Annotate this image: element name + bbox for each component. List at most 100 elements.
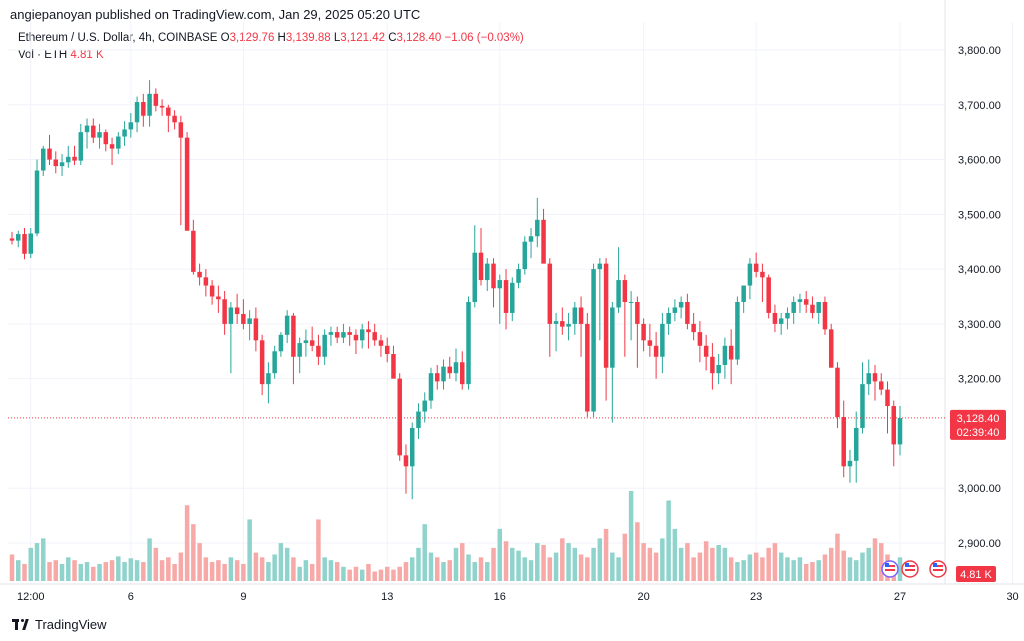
volume-bar <box>66 557 71 581</box>
candle-body <box>391 354 396 379</box>
candle-body <box>835 367 840 418</box>
candle-body <box>122 129 127 137</box>
candle-body <box>197 271 202 278</box>
candle-body <box>172 115 177 123</box>
candle-body <box>872 373 878 382</box>
us-flag-icon-stripe <box>933 565 943 567</box>
volume-bar <box>222 563 227 581</box>
candle-body <box>322 334 327 357</box>
volume-badge-text: 4.81 K <box>960 569 992 581</box>
volume-bar <box>735 562 740 581</box>
volume-bar <box>610 552 615 581</box>
volume-bar <box>653 552 659 581</box>
low-label: L <box>333 32 341 44</box>
volume-bar <box>259 557 265 581</box>
candle-body <box>103 132 109 145</box>
volume-bar <box>28 547 34 581</box>
y-tick-label: 2,900.00 <box>958 538 1001 550</box>
x-tick-label: 16 <box>494 591 506 603</box>
candle-body <box>278 334 284 352</box>
volume-bar <box>22 563 27 581</box>
candle-body <box>616 280 621 308</box>
candle-body <box>791 301 796 313</box>
candle-body <box>628 301 634 303</box>
candle-body <box>378 340 384 346</box>
volume-bar <box>409 557 415 581</box>
candle-body <box>641 323 646 341</box>
volume-bar <box>853 560 859 581</box>
candle-body <box>184 137 190 231</box>
candle-body <box>635 301 640 324</box>
volume-bar <box>391 569 396 581</box>
candle-body <box>841 417 846 467</box>
candle-body <box>860 384 865 428</box>
y-tick-label: 3,700.00 <box>958 100 1001 112</box>
volume-bar <box>547 557 553 581</box>
x-tick-label: 12:00 <box>17 591 45 603</box>
candle-body <box>284 315 290 335</box>
candle-body <box>59 162 65 167</box>
candle-body <box>234 307 240 315</box>
volume-bar <box>34 543 40 581</box>
candle-body <box>666 312 671 324</box>
volume-bar <box>485 562 490 581</box>
volume-bar <box>159 560 165 581</box>
candle-body <box>710 356 715 374</box>
candle-body <box>847 460 853 467</box>
candle-body <box>78 132 84 161</box>
candle-body <box>697 332 703 346</box>
candle-body <box>660 323 665 357</box>
candle-body <box>647 340 653 346</box>
candle-body <box>97 132 102 138</box>
volume-bar <box>572 547 578 581</box>
candle-body <box>91 125 96 138</box>
current-price-badge <box>950 409 1006 440</box>
volume-bar <box>416 547 421 581</box>
volume-bar <box>59 563 65 581</box>
volume-bar <box>422 524 427 581</box>
candle-body <box>810 304 815 313</box>
volume-bar <box>703 541 709 581</box>
volume-bar <box>266 562 271 581</box>
volume-bar <box>535 543 540 581</box>
us-flag-icon-canton <box>905 563 909 567</box>
volume-bar <box>597 538 603 581</box>
y-tick-label: 3,400.00 <box>958 264 1001 276</box>
y-tick-label: 3,200.00 <box>958 374 1001 386</box>
candle-body <box>266 373 271 385</box>
volume-bar <box>178 552 184 581</box>
volume-bar <box>253 552 259 581</box>
high-label: H <box>277 32 286 44</box>
volume-bar <box>478 557 484 581</box>
axes: 3,800.00 3,700.00 3,600.00 3,500.00 3,400.00… <box>0 0 1024 603</box>
candle-body <box>241 314 246 324</box>
volume-bar <box>116 556 121 581</box>
lightning-icon <box>881 560 899 578</box>
candle-body <box>309 340 315 346</box>
low-value: 3,121.42 <box>340 32 385 44</box>
volume-bar <box>747 554 753 581</box>
us-flag-icon-canton <box>933 563 937 567</box>
tradingview-logo-icon <box>12 618 30 631</box>
candle-body <box>528 236 534 242</box>
volume-bar <box>16 560 21 581</box>
volume-bar <box>434 557 440 581</box>
volume-bar <box>678 547 684 581</box>
candle-body <box>441 366 446 382</box>
candle-body <box>116 136 121 149</box>
volume-bar <box>622 533 628 581</box>
volume-bar <box>372 571 377 581</box>
volume-bar <box>366 563 371 581</box>
footer-brand[interactable]: TradingView <box>12 617 107 632</box>
lightning-icon-stripe <box>885 569 895 571</box>
volume-bar <box>359 569 365 581</box>
candle-body <box>222 299 227 324</box>
volume-bar <box>878 543 884 581</box>
volume-bar <box>203 557 209 581</box>
volume-bar <box>41 538 46 581</box>
open-label: O <box>220 32 230 44</box>
volume-bar <box>560 538 565 581</box>
candle-body <box>328 332 334 335</box>
candle-body <box>359 329 365 341</box>
